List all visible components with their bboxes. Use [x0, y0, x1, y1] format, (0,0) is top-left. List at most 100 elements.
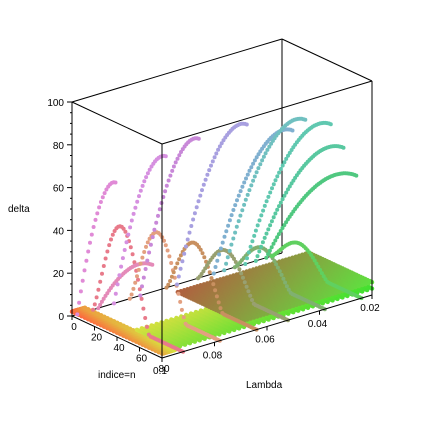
curve-point [283, 280, 288, 285]
y-tick-label: 0.08 [203, 350, 223, 361]
curve-point [113, 180, 118, 185]
curve-point [269, 219, 274, 224]
curve-point [303, 117, 308, 122]
curve-point [236, 219, 241, 224]
curve-point [264, 255, 269, 260]
curve-point [141, 306, 146, 311]
curve-point [185, 237, 190, 242]
curve-point [105, 249, 110, 254]
curve-point [284, 156, 289, 161]
curve-point [175, 156, 180, 161]
curve-point [290, 128, 295, 133]
curve-point [167, 254, 172, 259]
curve-point [273, 238, 278, 243]
curve-point [244, 176, 248, 181]
y-tick-label: 0.06 [255, 335, 275, 346]
curve-point [255, 223, 260, 228]
curve-point [234, 224, 239, 229]
curve-point [142, 179, 147, 184]
curve-point [233, 203, 238, 208]
curve-point [141, 275, 146, 280]
curve-point [277, 204, 281, 209]
curve-point [145, 240, 150, 245]
z-tick-label: 20 [53, 269, 65, 280]
curve-point [143, 316, 148, 320]
curve-point [273, 178, 278, 183]
curve-point [260, 158, 265, 163]
curve-point [122, 248, 127, 252]
curve-point [232, 256, 236, 261]
z-tick-label: 100 [47, 98, 64, 109]
curve-point [246, 289, 251, 294]
box-edge [281, 38, 373, 82]
y-axis-label: Lambda [246, 380, 283, 391]
curve-point [239, 271, 244, 276]
curve-point [200, 188, 204, 193]
curve-point [279, 272, 284, 277]
curve-point [282, 223, 287, 228]
curve-point [194, 205, 199, 210]
curve-point [282, 160, 287, 165]
curve-point [165, 248, 170, 253]
curve-point [196, 136, 201, 141]
curve-point [271, 215, 276, 220]
curve-point [257, 249, 262, 254]
curve-point [144, 175, 149, 180]
curve-point [266, 252, 271, 257]
curve-point [277, 170, 282, 175]
curve-point [214, 151, 219, 156]
curve-point [80, 278, 85, 283]
curve-point [246, 250, 251, 255]
curve-point [201, 182, 206, 187]
curve-point [145, 258, 150, 263]
curve-point [280, 226, 285, 230]
curve-point [139, 296, 144, 301]
curve-point [75, 312, 80, 317]
z-tick-label: 0 [58, 312, 64, 323]
curve-point [269, 245, 274, 250]
curve-point [127, 296, 132, 301]
curve-point [78, 289, 83, 294]
curve-point [219, 141, 224, 146]
x-tick-label: 0 [71, 322, 77, 333]
curve-point [242, 180, 247, 185]
curve-point [181, 315, 186, 320]
curve-point [266, 227, 271, 232]
curve-point [238, 213, 243, 218]
curve-point [133, 280, 138, 285]
curve-point [163, 189, 168, 194]
curve-point [143, 267, 148, 271]
curve-point [123, 229, 128, 234]
curve-point [278, 229, 283, 233]
curve-point [128, 225, 133, 230]
box-edge [71, 38, 283, 103]
curve-point [259, 213, 264, 218]
curve-point [187, 230, 192, 235]
curve-point [251, 161, 256, 166]
curve-point [136, 277, 140, 282]
curve-point [168, 173, 173, 178]
curve-point [261, 154, 266, 159]
curve-point [254, 155, 259, 160]
z-tick-label: 40 [53, 226, 65, 237]
curve-point [145, 324, 149, 329]
curve-point [242, 280, 247, 285]
curve-point [192, 211, 197, 216]
curve-point [217, 144, 222, 149]
curve-point [98, 279, 103, 284]
curve-point [173, 265, 178, 270]
curve-point [257, 218, 262, 223]
curve-point [110, 232, 115, 237]
curve-point [140, 284, 144, 289]
curve-point [264, 199, 269, 204]
z-tick-label: 80 [53, 141, 65, 152]
curve-point [145, 171, 150, 176]
curve-point [101, 296, 106, 301]
curve-point [169, 274, 174, 279]
curve-point [205, 172, 210, 177]
curve-point [171, 164, 176, 169]
curve-point [275, 174, 280, 179]
curve-point [287, 150, 292, 155]
curve-point [176, 274, 181, 279]
x-axis-label: indice=n [98, 370, 136, 381]
